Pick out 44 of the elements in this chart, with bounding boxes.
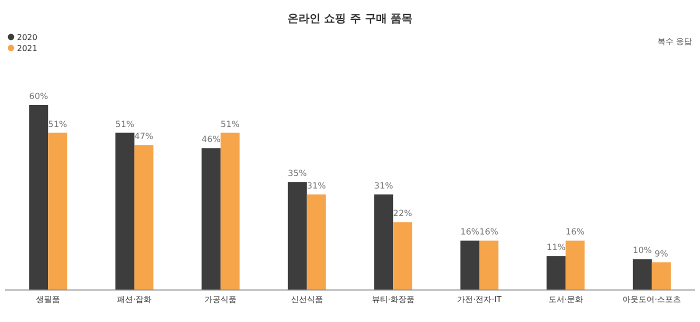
bar	[546, 256, 566, 290]
x-tick-label: 생필품	[36, 295, 60, 304]
bar	[393, 222, 412, 290]
bar	[48, 132, 68, 290]
data-label: 31%	[306, 181, 326, 192]
x-tick-label: 가전·전자·IT	[457, 295, 502, 304]
legend-label: 2020	[17, 33, 38, 42]
data-label: 51%	[48, 120, 68, 130]
bar	[288, 182, 307, 290]
x-tick-label: 도서·문화	[548, 295, 583, 304]
data-label: 11%	[546, 243, 566, 254]
bar	[202, 148, 221, 290]
data-label: 16%	[460, 228, 480, 238]
x-tick-label: 뷰티·화장품	[372, 295, 414, 304]
bar	[374, 194, 394, 290]
bar	[220, 132, 240, 290]
data-label: 31%	[374, 181, 394, 192]
chart-title: 온라인 쇼핑 주 구매 품목	[287, 12, 413, 25]
data-label: 16%	[479, 228, 498, 238]
data-label: 46%	[202, 135, 221, 146]
bar	[134, 145, 154, 290]
x-tick-label: 아웃도어·스포츠	[622, 295, 682, 304]
data-label: 47%	[134, 132, 154, 142]
x-tick-label: 가공식품	[204, 295, 237, 304]
data-label: 35%	[288, 169, 307, 180]
data-label: 22%	[393, 209, 412, 220]
text: 복수 응답	[657, 37, 692, 46]
x-tick-label: 신선식품	[290, 295, 323, 304]
data-label: 51%	[115, 120, 134, 130]
bar	[632, 259, 652, 290]
bar	[566, 240, 585, 290]
legend-label: 2021	[17, 44, 38, 53]
bar	[652, 262, 671, 290]
x-tick-label: 패션·잡화	[117, 295, 152, 304]
data-label: 10%	[632, 246, 652, 256]
data-label: 9%	[654, 249, 668, 260]
bar	[460, 240, 480, 290]
data-label: 60%	[29, 92, 48, 102]
data-label: 16%	[566, 228, 585, 238]
bar	[29, 105, 48, 290]
bar	[479, 240, 498, 290]
bar	[306, 194, 326, 290]
bar	[115, 132, 134, 290]
data-label: 51%	[220, 120, 240, 130]
